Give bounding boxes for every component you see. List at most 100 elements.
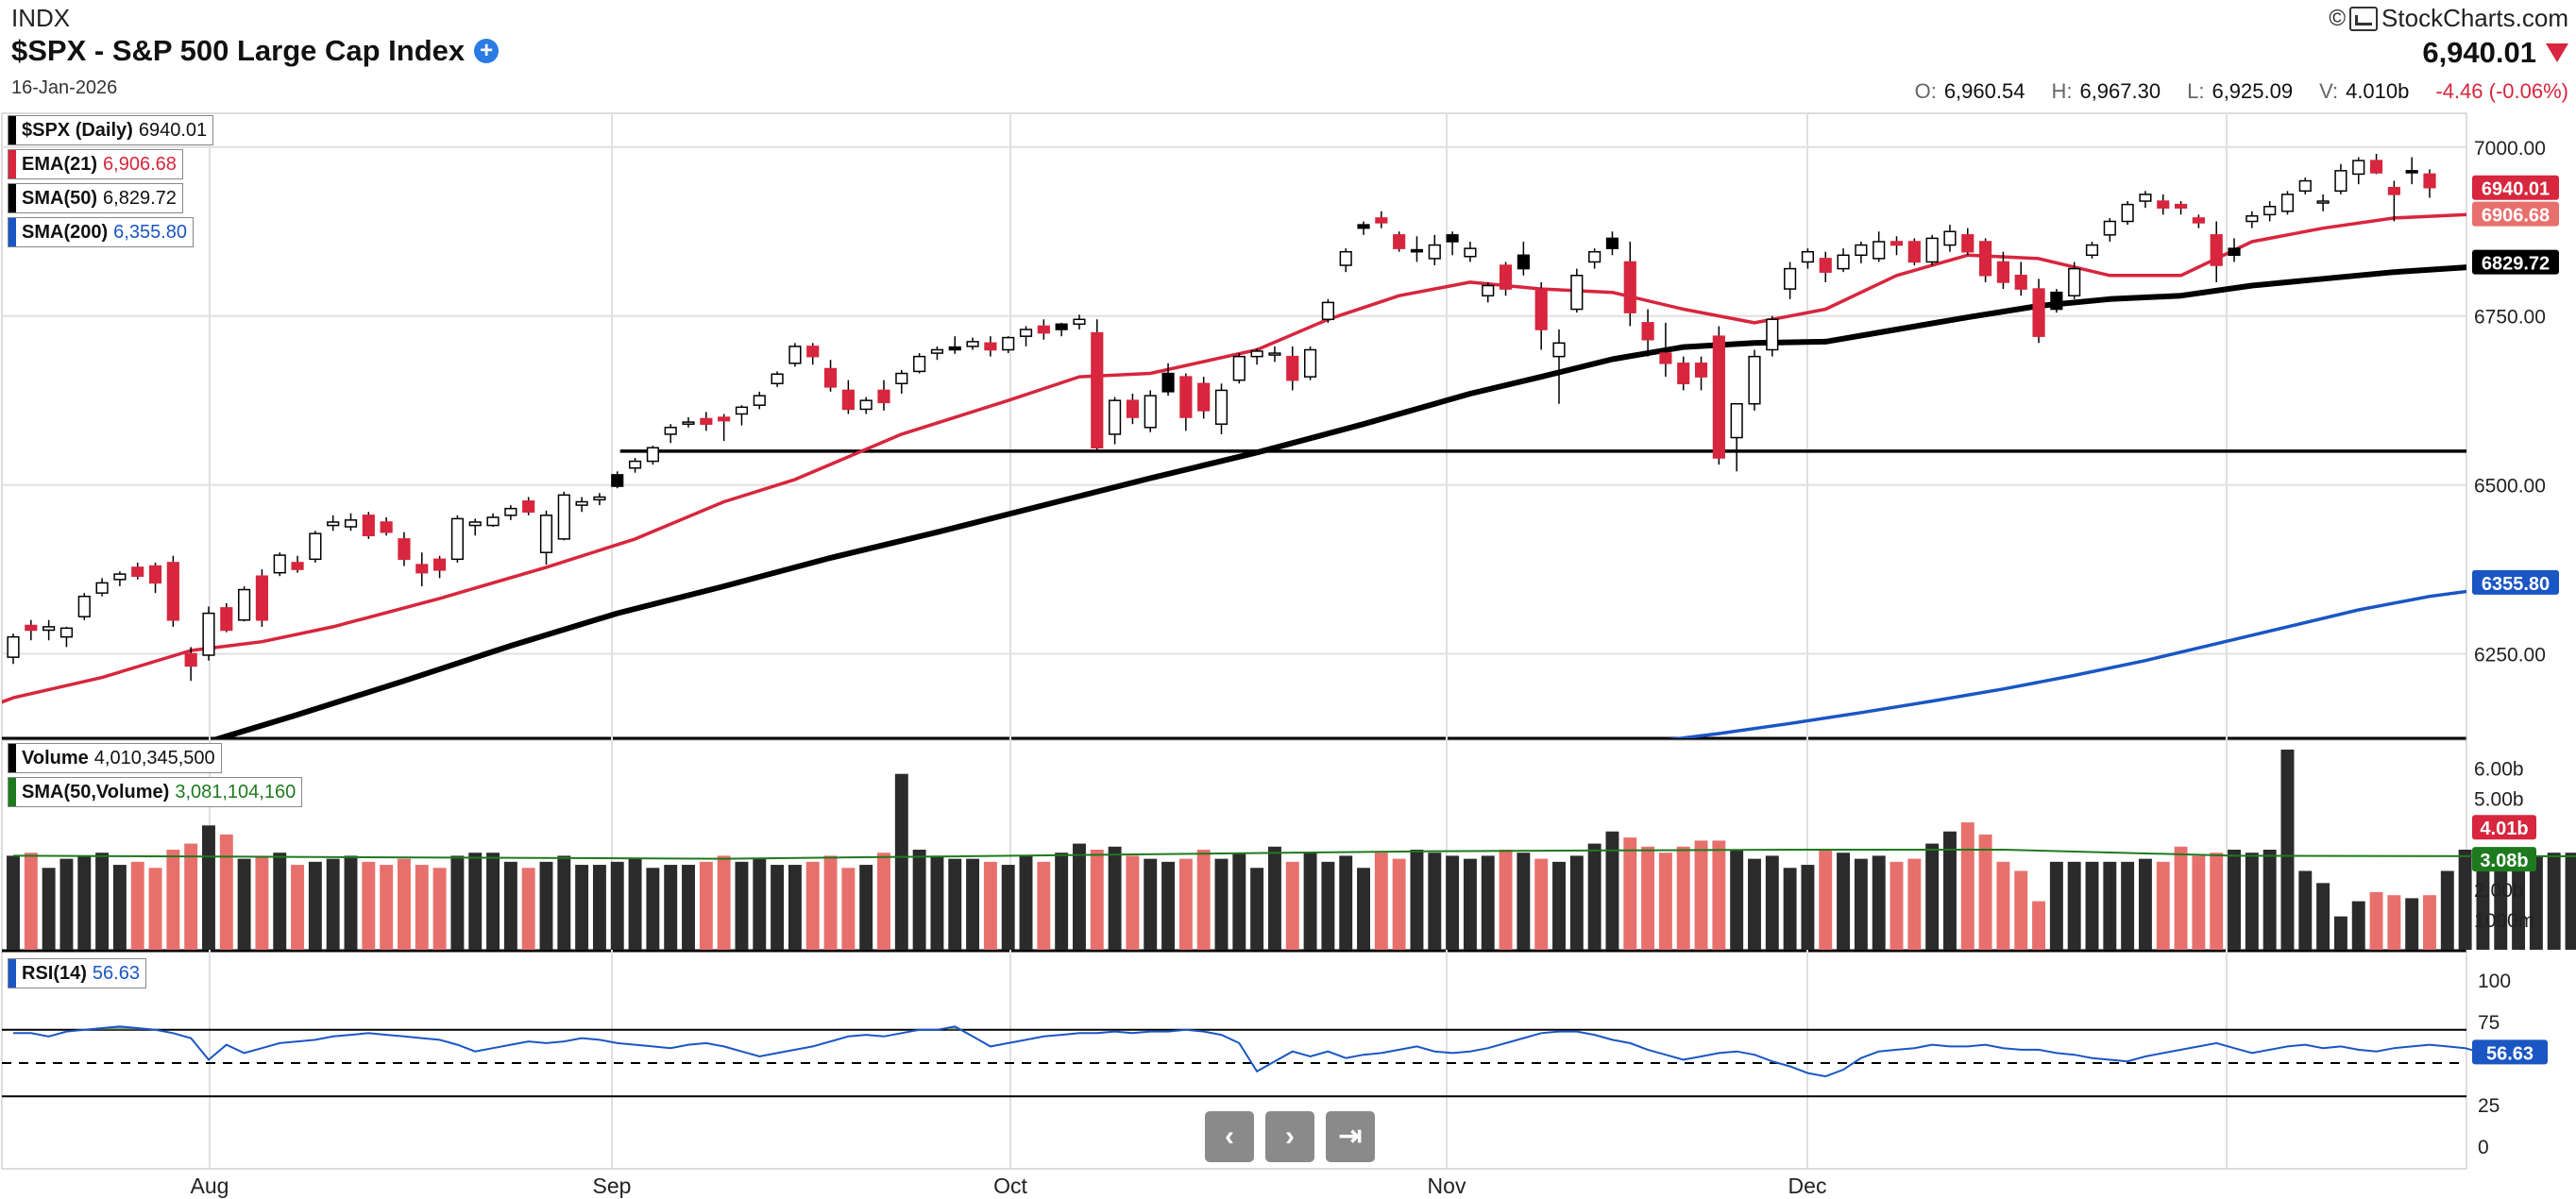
legend-price[interactable]: $SPX (Daily) 6940.01: [8, 115, 214, 145]
volume-bar: [1587, 843, 1602, 950]
candle: [433, 555, 447, 579]
volume-bar: [628, 858, 642, 950]
candle-body: [59, 627, 74, 638]
brand[interactable]: © StockCharts.com: [2329, 4, 2568, 33]
candle: [131, 562, 144, 580]
candle: [238, 585, 251, 622]
chevron-left-icon[interactable]: ‹: [1205, 1111, 1254, 1162]
candle-body: [238, 588, 251, 621]
candle-body: [1605, 237, 1619, 249]
candle-body: [2352, 160, 2365, 176]
candle: [2210, 221, 2223, 282]
candle: [2423, 169, 2436, 198]
volume-bar: [59, 858, 74, 950]
candle: [1091, 319, 1104, 451]
legend-ema21[interactable]: EMA(21) 6,906.68: [8, 149, 183, 179]
volume-bar: [894, 773, 908, 950]
volume-bar: [308, 861, 322, 950]
rsi-overbought-fill: [93, 1026, 147, 1030]
legend-vol-sma[interactable]: SMA(50,Volume) 3,081,104,160: [8, 777, 303, 807]
legend-swatch: [8, 184, 16, 212]
legend-sma200[interactable]: SMA(200) 6,355.80: [8, 217, 194, 247]
volume-bar: [1765, 855, 1779, 950]
candle-body: [450, 517, 464, 561]
candle-body: [1623, 261, 1636, 313]
candle-body: [1197, 382, 1211, 412]
volume-bar: [2103, 861, 2117, 950]
legend-volume[interactable]: Volume 4,010,345,500: [8, 743, 222, 773]
volume-bar: [805, 861, 820, 950]
volume-bar: [1303, 853, 1317, 950]
chevron-right-icon[interactable]: ›: [1265, 1111, 1314, 1162]
candle: [593, 493, 606, 506]
candle-body: [1393, 234, 1406, 249]
candle-body: [2050, 291, 2063, 311]
candle: [575, 497, 588, 513]
candle: [1748, 349, 1761, 411]
candle: [539, 510, 553, 566]
candle: [1109, 397, 1122, 445]
volume-bar: [1569, 855, 1584, 950]
volume-bar: [1108, 846, 1122, 950]
candle: [344, 513, 358, 532]
volume-bar: [2316, 883, 2330, 950]
candle-body: [2068, 267, 2081, 296]
candle: [1677, 356, 1690, 391]
candle: [823, 360, 838, 392]
candle: [1588, 248, 1602, 269]
volume-bar: [1712, 840, 1726, 950]
candle: [1659, 322, 1672, 378]
candle: [1570, 268, 1584, 313]
volume-bar: [2458, 850, 2472, 950]
volume-bar: [2156, 861, 2170, 950]
candle: [1873, 231, 1886, 262]
candle-body: [220, 607, 233, 632]
candle-body: [1766, 318, 1779, 351]
candle: [522, 497, 535, 515]
legend-sma50[interactable]: SMA(50) 6,829.72: [8, 183, 183, 213]
volume-bar: [468, 853, 483, 950]
volume-tag-label: 4.01b: [2480, 819, 2528, 839]
volume-bar: [1126, 855, 1140, 950]
volume-bar: [130, 861, 144, 950]
candle: [59, 626, 74, 648]
candle-body: [380, 521, 393, 533]
candle-body: [930, 348, 944, 354]
volume-value: V: 4.010b: [2319, 79, 2410, 103]
candle: [486, 513, 500, 527]
candle: [2121, 201, 2134, 226]
volume-bar: [1730, 850, 1744, 950]
volume-bar: [1854, 858, 1868, 950]
rsi-line: [13, 1025, 2501, 1078]
plus-circle-icon[interactable]: +: [474, 39, 500, 63]
candle-body: [1446, 234, 1459, 243]
chart-date: 16-Jan-2026: [11, 77, 118, 98]
candle: [930, 346, 944, 361]
last-price: 6,940.01: [2422, 36, 2536, 69]
candle: [202, 606, 215, 661]
volume-bar: [42, 868, 56, 950]
candle-body: [1321, 301, 1334, 321]
candle-body: [202, 612, 215, 656]
candle-body: [1855, 244, 1868, 257]
volume-bar: [255, 855, 269, 950]
ema21-line: [2, 212, 2466, 704]
jump-to-end-icon[interactable]: ⇥: [1326, 1111, 1375, 1162]
candle: [1641, 309, 1654, 357]
candle-body: [2405, 170, 2418, 174]
candle: [166, 555, 179, 627]
rsi-y-tick-label: 25: [2478, 1095, 2500, 1117]
candle: [1464, 241, 1477, 262]
candle-body: [327, 521, 340, 527]
candle: [1623, 241, 1636, 327]
high-value: H: 6,967.30: [2051, 79, 2161, 103]
rsi-y-tick-label: 75: [2478, 1012, 2500, 1034]
volume-bar: [2512, 855, 2526, 950]
price-tag: 6906.68: [2472, 201, 2559, 227]
candle-body: [2139, 194, 2152, 202]
volume-bar: [1073, 843, 1086, 950]
legend-rsi[interactable]: RSI(14) 56.63: [8, 958, 146, 988]
sma50-line: [210, 264, 2466, 738]
candle: [1161, 363, 1175, 397]
